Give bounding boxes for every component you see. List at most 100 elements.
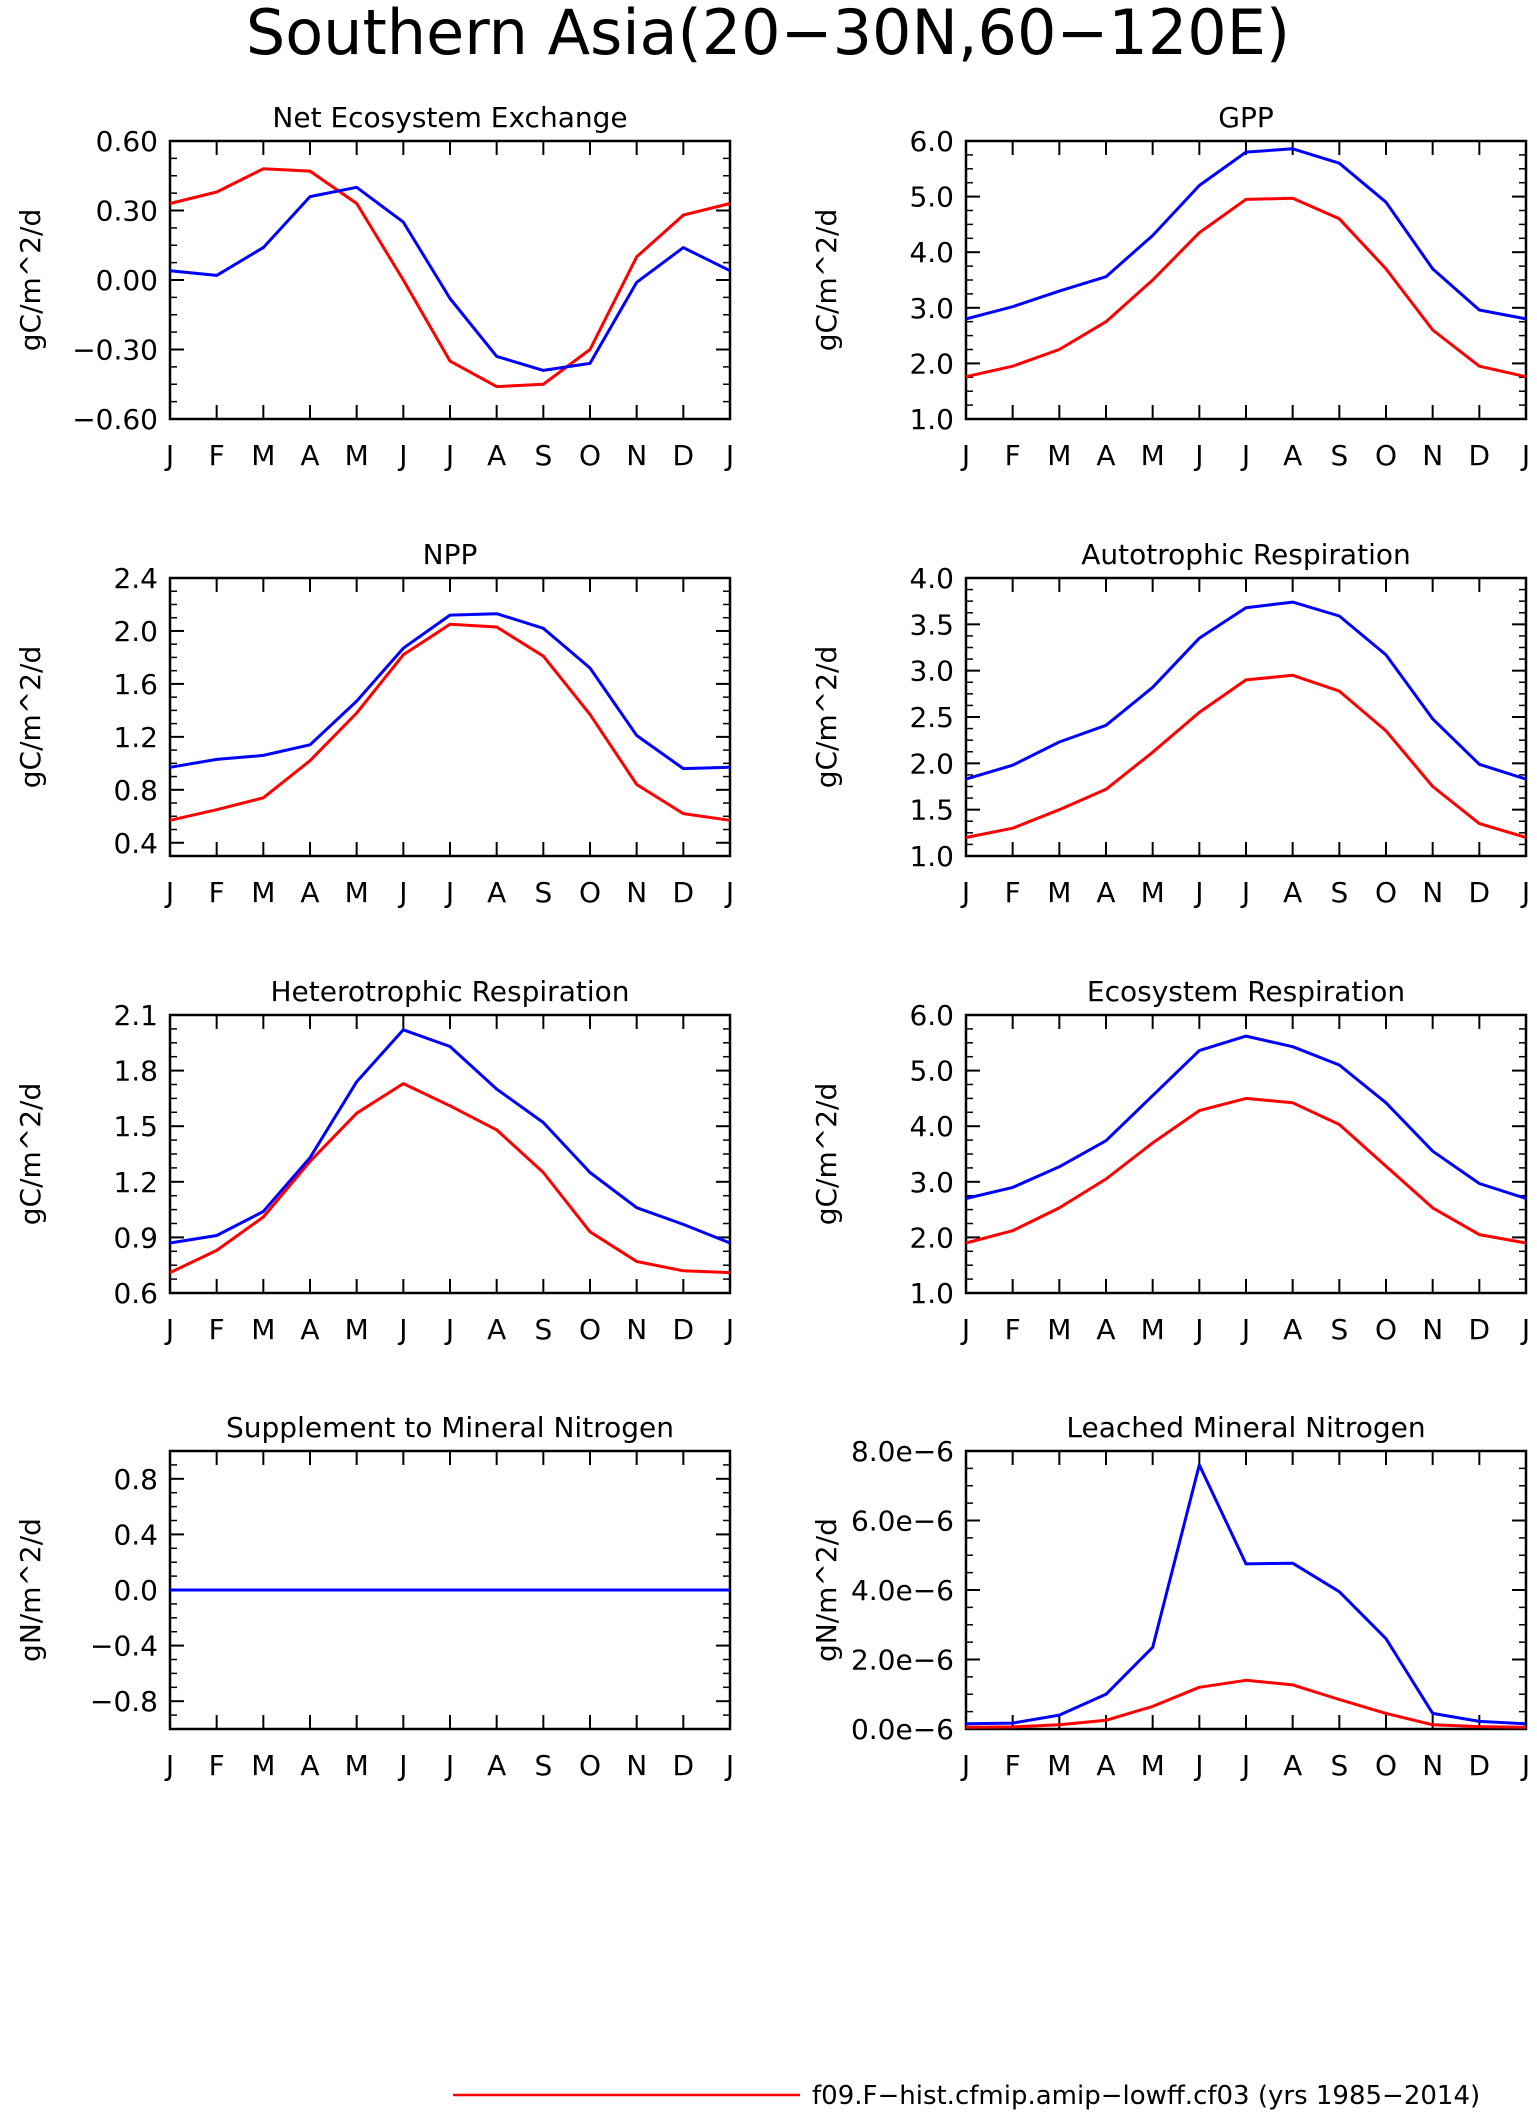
x-tick-label: J <box>444 1313 454 1346</box>
x-tick-label: M <box>1047 876 1071 909</box>
panel-title: Heterotrophic Respiration <box>271 975 630 1008</box>
x-tick-label: A <box>1283 1749 1302 1782</box>
y-tick-label: 2.0e−6 <box>851 1644 954 1677</box>
y-tick-label: 5.0 <box>909 1055 954 1088</box>
x-tick-label: O <box>579 1313 601 1346</box>
x-tick-label: J <box>1520 1313 1530 1346</box>
x-tick-label: O <box>1375 1313 1397 1346</box>
y-tick-label: −0.30 <box>72 334 158 367</box>
x-tick-label: M <box>1047 1749 1071 1782</box>
y-axis-label: gN/m^2/d <box>14 1518 47 1662</box>
x-tick-label: F <box>209 876 225 909</box>
x-tick-label: J <box>444 876 454 909</box>
y-tick-label: 0.8 <box>113 774 158 807</box>
chart-panel: Autotrophic Respiration gC/m^2/d 4.0 3.5 3.0… <box>810 538 1530 909</box>
x-tick-label: A <box>1096 876 1115 909</box>
x-tick-label: M <box>1141 1313 1165 1346</box>
x-tick-label: D <box>673 1313 695 1346</box>
x-tick-label: F <box>1005 1749 1021 1782</box>
x-tick-label: J <box>397 876 407 909</box>
x-tick-label: M <box>345 1313 369 1346</box>
y-axis-label: gC/m^2/d <box>14 646 47 789</box>
x-tick-label: J <box>164 876 174 909</box>
panel-title: Ecosystem Respiration <box>1087 975 1405 1008</box>
y-tick-label: 2.0 <box>909 347 954 380</box>
x-tick-label: D <box>673 1749 695 1782</box>
chart-panel: Heterotrophic Respiration gC/m^2/d 2.1 1.8 1… <box>14 975 734 1346</box>
figure-title: Southern Asia(20−30N,60−120E) <box>246 0 1290 69</box>
x-tick-label: J <box>1240 876 1250 909</box>
x-tick-label: S <box>1330 1313 1348 1346</box>
x-tick-label: D <box>1469 876 1491 909</box>
x-tick-label: N <box>626 1313 647 1346</box>
x-tick-label: J <box>164 1749 174 1782</box>
x-tick-label: O <box>1375 876 1397 909</box>
x-tick-label: O <box>579 439 601 472</box>
x-tick-label: J <box>960 1313 970 1346</box>
x-tick-label: M <box>1141 876 1165 909</box>
x-tick-label: D <box>1469 1749 1491 1782</box>
x-tick-label: J <box>1520 439 1530 472</box>
x-tick-label: J <box>444 439 454 472</box>
y-tick-label: 1.0 <box>909 1277 954 1310</box>
y-tick-label: 1.0 <box>909 840 954 873</box>
x-tick-label: J <box>164 439 174 472</box>
x-tick-label: J <box>960 1749 970 1782</box>
x-tick-label: J <box>1193 876 1203 909</box>
series-line-blue <box>965 1034 1527 1200</box>
x-tick-label: S <box>534 439 552 472</box>
y-tick-label: 1.5 <box>113 1110 158 1143</box>
series-line-blue <box>169 1028 731 1245</box>
x-tick-label: M <box>1141 1749 1165 1782</box>
x-tick-label: D <box>673 439 695 472</box>
y-tick-label: 2.0 <box>909 1221 954 1254</box>
x-tick-label: N <box>1422 1749 1443 1782</box>
x-tick-label: S <box>1330 1749 1348 1782</box>
y-tick-label: −0.8 <box>90 1685 158 1718</box>
x-tick-label: F <box>209 1313 225 1346</box>
x-tick-label: S <box>1330 439 1348 472</box>
panel-title: Net Ecosystem Exchange <box>272 101 627 134</box>
series-line-blue <box>169 185 731 372</box>
x-tick-label: D <box>673 876 695 909</box>
x-tick-label: M <box>1047 1313 1071 1346</box>
chart-panel: Ecosystem Respiration gC/m^2/d 6.0 5.0 4.0 3.… <box>810 975 1530 1346</box>
y-tick-label: 2.5 <box>909 701 954 734</box>
x-tick-label: N <box>626 1749 647 1782</box>
x-tick-label: A <box>1096 1749 1115 1782</box>
x-tick-label: S <box>1330 876 1348 909</box>
y-tick-label: 3.5 <box>909 608 954 641</box>
y-tick-label: 1.5 <box>909 794 954 827</box>
x-tick-label: D <box>1469 1313 1491 1346</box>
y-tick-label: −0.4 <box>90 1630 158 1663</box>
y-tick-label: 1.6 <box>113 668 158 701</box>
y-tick-label: 0.6 <box>113 1277 158 1310</box>
x-tick-label: S <box>534 1313 552 1346</box>
y-tick-label: 4.0e−6 <box>851 1574 954 1607</box>
panel-title: Leached Mineral Nitrogen <box>1066 1411 1425 1444</box>
series-line-red <box>965 196 1527 379</box>
x-tick-label: A <box>487 876 506 909</box>
x-tick-label: F <box>1005 439 1021 472</box>
x-tick-label: J <box>1193 1749 1203 1782</box>
x-tick-label: S <box>534 1749 552 1782</box>
x-tick-label: N <box>1422 876 1443 909</box>
series-line-red <box>965 1678 1527 1729</box>
x-tick-label: J <box>1240 1313 1250 1346</box>
y-tick-label: 0.0 <box>113 1574 158 1607</box>
series-line-blue <box>169 612 731 771</box>
y-tick-label: 8.0e−6 <box>851 1435 954 1468</box>
y-axis-label: gC/m^2/d <box>810 1083 843 1226</box>
y-tick-label: 6.0 <box>909 999 954 1032</box>
y-tick-label: 0.4 <box>113 827 158 860</box>
series-line-red <box>965 673 1527 839</box>
y-tick-label: 2.0 <box>113 615 158 648</box>
x-tick-label: O <box>1375 439 1397 472</box>
x-tick-label: J <box>397 1749 407 1782</box>
x-tick-label: J <box>397 1313 407 1346</box>
y-tick-label: 3.0 <box>909 1166 954 1199</box>
y-axis-label: gN/m^2/d <box>810 1518 843 1662</box>
